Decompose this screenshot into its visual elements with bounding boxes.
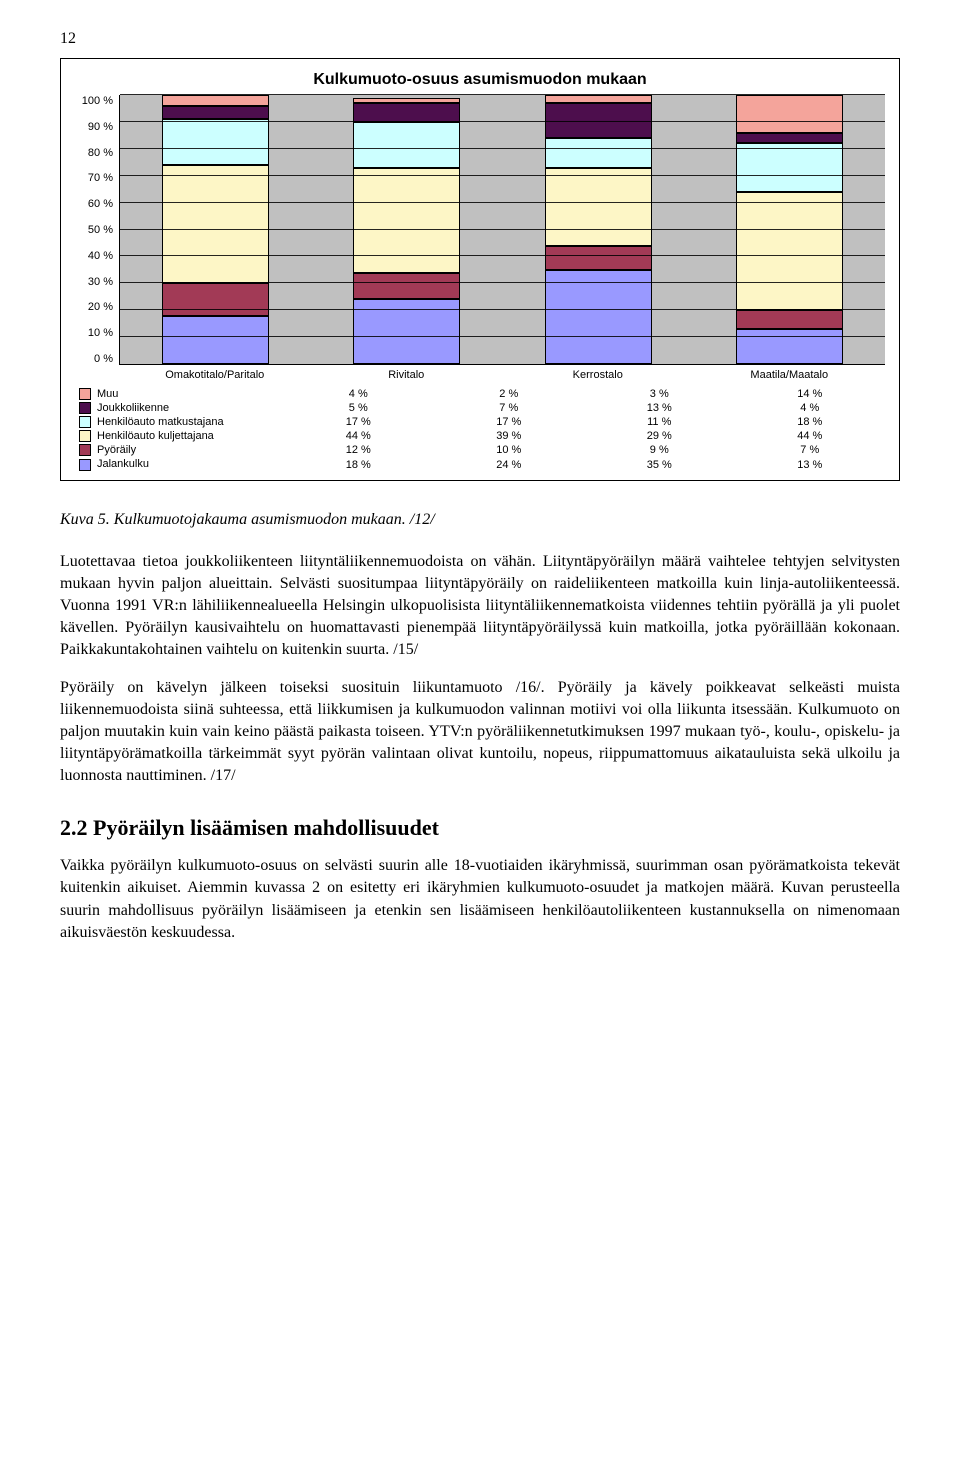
seg-HenkiloautoKuljettajana: [162, 165, 269, 283]
legend-swatch: [79, 430, 91, 442]
legend-swatch: [79, 459, 91, 471]
y-axis-labels: 100 % 90 % 80 % 70 % 60 % 50 % 40 % 30 % 20 % 10 …: [75, 95, 119, 365]
chart-plot-area: 100 % 90 % 80 % 70 % 60 % 50 % 40 % 30 % 20 % 10 …: [75, 95, 885, 365]
seg-Jalankulku: [736, 329, 843, 364]
legend-swatch: [79, 388, 91, 400]
legend-value: 35 %: [584, 457, 735, 471]
legend-value: 44 %: [283, 429, 434, 443]
seg-HenkiloautoMatkustajana: [545, 138, 652, 168]
chart-container: Kulkumuoto-osuus asumismuodon mukaan 100…: [60, 58, 900, 481]
legend-value: 12 %: [283, 443, 434, 457]
seg-Muu: [736, 95, 843, 133]
y-tick-label: 70 %: [88, 172, 113, 184]
seg-HenkiloautoKuljettajana: [353, 168, 460, 273]
y-tick-label: 10 %: [88, 327, 113, 339]
y-tick-label: 80 %: [88, 147, 113, 159]
legend-value: 44 %: [735, 429, 886, 443]
seg-Pyoraily: [545, 246, 652, 270]
seg-Joukkoliikenne: [353, 103, 460, 122]
y-tick-label: 20 %: [88, 301, 113, 313]
seg-HenkiloautoKuljettajana: [545, 168, 652, 246]
seg-Pyoraily: [353, 273, 460, 300]
x-tick-label: Omakotitalo/Paritalo: [119, 369, 311, 381]
seg-Jalankulku: [162, 316, 269, 364]
bar-3: [736, 95, 843, 364]
legend-value: 14 %: [735, 387, 886, 401]
bar-2: [545, 95, 652, 364]
legend-value: 29 %: [584, 429, 735, 443]
seg-Jalankulku: [545, 270, 652, 364]
legend-row-Joukkoliikenne: Joukkoliikenne 5 %7 %13 %4 %: [75, 401, 885, 415]
x-axis-labels: Omakotitalo/ParitaloRivitaloKerrostaloMa…: [119, 369, 885, 381]
legend-value: 17 %: [434, 415, 585, 429]
legend-value: 4 %: [735, 401, 886, 415]
legend-row-Muu: Muu 4 %2 %3 %14 %: [75, 387, 885, 401]
seg-HenkiloautoMatkustajana: [736, 143, 843, 191]
legend-label: Jalankulku: [97, 458, 149, 470]
y-tick-label: 30 %: [88, 276, 113, 288]
legend-value: 7 %: [735, 443, 886, 457]
x-tick-label: Maatila/Maatalo: [694, 369, 886, 381]
seg-Pyoraily: [162, 283, 269, 315]
seg-Muu: [162, 95, 269, 106]
y-tick-label: 60 %: [88, 198, 113, 210]
bar-1: [353, 95, 460, 364]
legend-value: 9 %: [584, 443, 735, 457]
legend-label: Henkilöauto matkustajana: [97, 416, 224, 428]
seg-HenkiloautoMatkustajana: [162, 119, 269, 165]
paragraph-2: Pyöräily on kävelyn jälkeen toiseksi suo…: [60, 677, 900, 787]
legend-value: 13 %: [584, 401, 735, 415]
legend-row-HenkiloautoKuljettajana: Henkilöauto kuljettajana44 %39 %29 %44 %: [75, 429, 885, 443]
y-tick-label: 90 %: [88, 121, 113, 133]
bar-0: [162, 95, 269, 364]
chart-title: Kulkumuoto-osuus asumismuodon mukaan: [75, 71, 885, 89]
legend-label: Muu: [97, 388, 118, 400]
legend-row-Pyoraily: Pyöräily 12 %10 %9 %7 %: [75, 443, 885, 457]
section-heading: 2.2 Pyöräilyn lisäämisen mahdollisuudet: [60, 815, 900, 841]
legend-value: 7 %: [434, 401, 585, 415]
paragraph-1: Luotettavaa tietoa joukkoliikenteen liit…: [60, 551, 900, 661]
seg-Joukkoliikenne: [736, 133, 843, 144]
seg-Pyoraily: [736, 310, 843, 329]
x-tick-label: Kerrostalo: [502, 369, 694, 381]
legend-value: 18 %: [735, 415, 886, 429]
chart-bars: [120, 95, 885, 364]
legend-value: 10 %: [434, 443, 585, 457]
y-tick-label: 0 %: [94, 353, 113, 365]
y-tick-label: 40 %: [88, 250, 113, 262]
legend-label: Henkilöauto kuljettajana: [97, 430, 214, 442]
seg-HenkiloautoKuljettajana: [736, 192, 843, 310]
legend-row-Jalankulku: Jalankulku 18 %24 %35 %13 %: [75, 457, 885, 471]
legend-value: 2 %: [434, 387, 585, 401]
legend-swatch: [79, 416, 91, 428]
legend-swatch: [79, 444, 91, 456]
chart-plot: [119, 95, 885, 365]
legend-value: 17 %: [283, 415, 434, 429]
paragraph-3: Vaikka pyöräilyn kulkumuoto-osuus on sel…: [60, 855, 900, 943]
y-tick-label: 100 %: [82, 95, 113, 107]
figure-caption: Kuva 5. Kulkumuotojakauma asumismuodon m…: [60, 511, 900, 529]
legend-value: 18 %: [283, 457, 434, 471]
legend-label: Pyöräily: [97, 444, 136, 456]
legend-value: 11 %: [584, 415, 735, 429]
legend-swatch: [79, 402, 91, 414]
seg-HenkiloautoMatkustajana: [353, 122, 460, 168]
legend-value: 3 %: [584, 387, 735, 401]
seg-Muu: [545, 95, 652, 103]
legend-label: Joukkoliikenne: [97, 402, 169, 414]
legend-value: 24 %: [434, 457, 585, 471]
legend-value: 5 %: [283, 401, 434, 415]
x-tick-label: Rivitalo: [311, 369, 503, 381]
legend-value: 39 %: [434, 429, 585, 443]
y-tick-label: 50 %: [88, 224, 113, 236]
legend-value: 13 %: [735, 457, 886, 471]
legend-value: 4 %: [283, 387, 434, 401]
seg-Joukkoliikenne: [162, 106, 269, 119]
legend-row-HenkiloautoMatkustajana: Henkilöauto matkustajana17 %17 %11 %18 %: [75, 415, 885, 429]
chart-legend-table: Muu4 %2 %3 %14 %Joukkoliikenne5 %7 %13 %…: [75, 387, 885, 472]
page-number: 12: [60, 30, 900, 48]
